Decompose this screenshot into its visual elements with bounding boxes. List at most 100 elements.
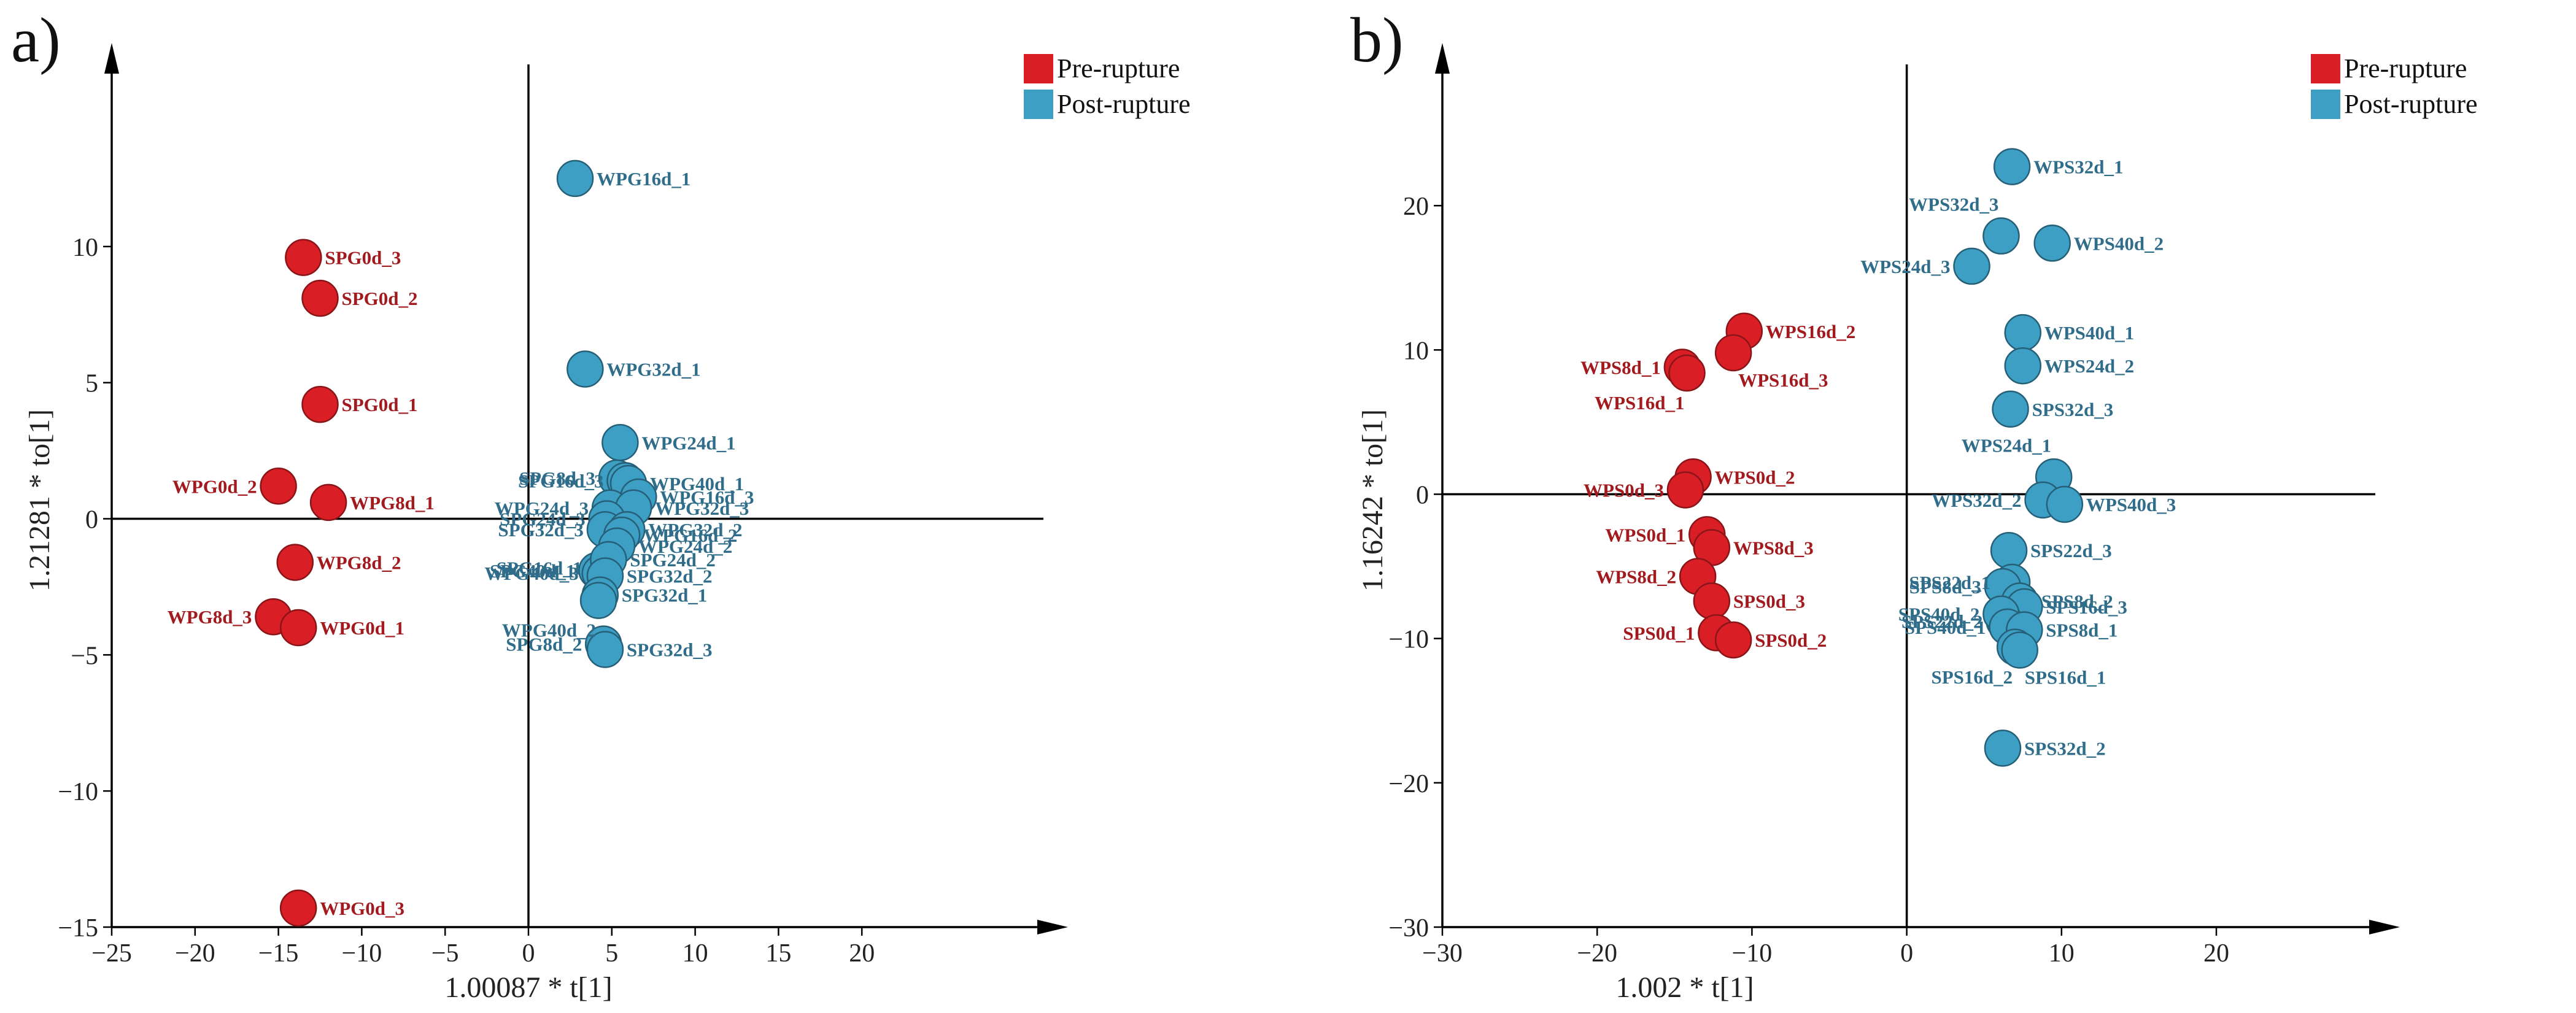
- x-tick-label: −20: [1577, 939, 1617, 968]
- legend: Pre-rupture Post-rupture: [2311, 53, 2478, 119]
- data-point: [276, 544, 314, 581]
- data-point-label: WPS40d_1: [2044, 322, 2134, 344]
- x-axis-label: 1.002 * t[1]: [1615, 971, 1754, 1004]
- x-tick-label: −15: [258, 939, 299, 968]
- data-point-label: WPS0d_2: [1715, 466, 1795, 488]
- data-point-label: WPG40d_1: [650, 473, 744, 495]
- data-point-label: SPS0d_1: [1623, 622, 1695, 644]
- x-tick-label: −10: [342, 939, 382, 968]
- data-point-label: WPG40d_3: [484, 563, 578, 584]
- data-point-label: WPS24d_2: [2044, 355, 2134, 377]
- data-point-label: SPG0d_1: [342, 394, 418, 415]
- x-tick-label: −10: [1732, 939, 1773, 968]
- data-point-label: WPG8d_3: [168, 606, 252, 628]
- y-tick-label: 5: [85, 370, 98, 398]
- data-point-label: WPG32d_3: [655, 498, 749, 519]
- x-tick-label: 15: [765, 939, 791, 968]
- data-point-label: WPS16d_3: [1738, 369, 1828, 391]
- data-point-label: SPS32d_2: [2024, 738, 2106, 759]
- y-tick-label: −20: [1388, 770, 1429, 798]
- legend-label-post-rupture: Post-rupture: [2344, 89, 2478, 119]
- data-point-label: WPG8d_1: [350, 492, 435, 514]
- legend-label-post-rupture: Post-rupture: [1057, 89, 1191, 119]
- data-point-label: SPS8d_2: [2041, 591, 2113, 612]
- data-point-label: WPS24d_3: [1860, 256, 1950, 277]
- x-tick-label: 10: [2049, 939, 2075, 968]
- y-axis-label: 1.16242 * to[1]: [1356, 409, 1389, 591]
- data-point: [1984, 730, 2022, 767]
- legend-swatch-pre-rupture: [1024, 54, 1053, 83]
- data-point: [2033, 225, 2071, 262]
- data-point-label: WPS40d_3: [2086, 494, 2176, 515]
- data-point: [586, 631, 624, 668]
- data-point-label: SPG32d_2: [627, 566, 713, 587]
- data-point-label: WPS0d_1: [1605, 524, 1685, 545]
- data-point-label: SPG16d_1: [497, 557, 582, 579]
- x-tick-label: −30: [1422, 939, 1463, 968]
- data-point-label: SPS22d_3: [2030, 540, 2112, 561]
- data-point: [567, 350, 604, 388]
- y-tick-label: −30: [1388, 914, 1429, 942]
- data-point: [309, 483, 347, 522]
- data-point: [1714, 334, 1752, 372]
- data-point-label: WPG0d_3: [320, 898, 404, 919]
- y-tick-label: −10: [58, 778, 98, 806]
- data-point-label: WPS32d_3: [1909, 194, 1998, 215]
- data-point: [1993, 148, 2031, 185]
- data-point-label: WPG40d_2: [502, 620, 596, 641]
- x-tick-label: −25: [91, 939, 132, 968]
- data-point-label: WPS16d_2: [1766, 321, 1855, 342]
- data-point-label: SPG0d_3: [325, 247, 401, 269]
- legend-swatch-pre-rupture: [2311, 54, 2340, 83]
- x-tick-label: 20: [2203, 939, 2229, 968]
- data-point-label: SPS22d_1: [1909, 572, 1990, 593]
- data-point-label: WPG16d_2: [643, 525, 737, 546]
- data-point-label: SPS32d_3: [2032, 399, 2114, 420]
- data-point: [301, 385, 339, 423]
- legend-swatch-post-rupture: [2311, 90, 2340, 119]
- panel-label: b): [1350, 5, 1404, 75]
- data-point-label: SPS40d_1: [1905, 617, 1986, 638]
- data-point: [1714, 621, 1752, 659]
- x-axis-arrow: [1037, 920, 1068, 934]
- data-point: [1992, 390, 2029, 428]
- data-point-label: WPS32d_1: [2033, 156, 2123, 178]
- data-point-label: WPG24d_3: [495, 498, 589, 519]
- data-point-label: SPS16d_1: [2025, 666, 2106, 688]
- data-point-label: WPG16d_3: [660, 487, 754, 508]
- data-point-label: SPG8d_3: [519, 468, 595, 489]
- chart-panel-a: −25 −20 −15 −10 −5 0 5 10 15 20 −15 −10 −5 0 5 10 1.0008…: [11, 5, 1191, 1004]
- y-tick-label: 10: [72, 234, 98, 262]
- x-tick-label: 10: [683, 939, 708, 968]
- data-point-label: WPS8d_2: [1596, 566, 1676, 588]
- data-point: [1990, 531, 2028, 569]
- x-tick-label: 0: [522, 939, 535, 968]
- data-point-label: WPG16d_1: [597, 168, 690, 190]
- data-point: [2001, 631, 2038, 669]
- data-point-label: SPG24d_3: [500, 509, 586, 530]
- data-point-label: WPG0d_2: [172, 476, 257, 497]
- legend-swatch-post-rupture: [1024, 90, 1053, 119]
- data-point-label: WPG32d_2: [648, 519, 742, 541]
- x-axis-label: 1.00087 * t[1]: [444, 971, 612, 1004]
- x-tick-label: −5: [431, 939, 459, 968]
- data-point-label: SPS8d_1: [2046, 620, 2118, 641]
- data-point: [2046, 485, 2084, 523]
- data-point-label: SPG32d_3: [498, 519, 584, 541]
- data-point-label: SPS0d_2: [1755, 630, 1827, 651]
- data-point: [556, 160, 594, 198]
- data-point: [285, 239, 322, 276]
- data-point-label: WPG24d_2: [638, 536, 732, 557]
- data-point: [1693, 582, 1731, 620]
- data-point-label: WPG0d_1: [320, 617, 404, 639]
- y-axis-arrow: [1435, 43, 1450, 74]
- x-tick-label: 5: [605, 939, 618, 968]
- data-point-label: SPS16d_2: [1931, 666, 2013, 688]
- data-point: [301, 279, 339, 317]
- x-tick-label: −20: [175, 939, 215, 968]
- y-tick-label: −10: [1388, 626, 1429, 654]
- data-point-label: WPS8d_1: [1580, 357, 1661, 379]
- legend: Pre-rupture Post-rupture: [1024, 53, 1191, 119]
- data-point-label: WPG24d_1: [641, 432, 735, 453]
